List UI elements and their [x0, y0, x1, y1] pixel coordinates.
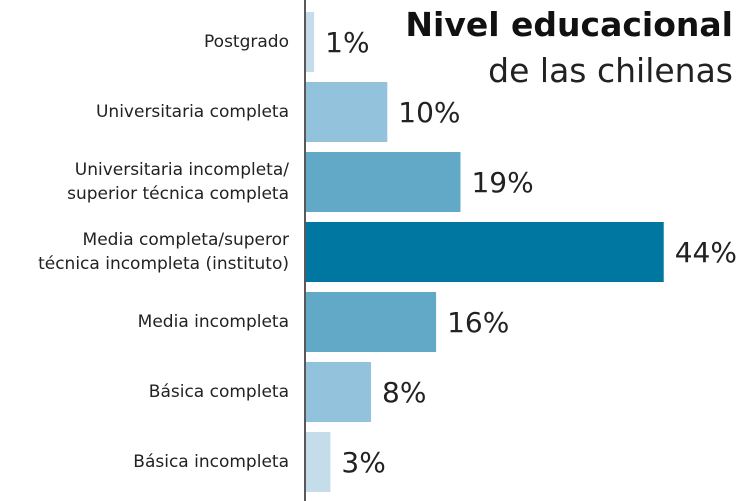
category-label: Básica incompleta [133, 452, 289, 472]
value-label: 10% [398, 96, 460, 129]
bar [306, 292, 437, 352]
bar [306, 152, 461, 212]
value-label: 44% [675, 236, 737, 269]
category-label: Universitaria completa [95, 102, 289, 122]
category-label: Postgrado [204, 32, 289, 52]
bar [306, 432, 331, 492]
value-label: 19% [471, 166, 533, 199]
category-label: Media incompleta [137, 312, 289, 332]
bar [306, 362, 372, 422]
value-label: 8% [382, 376, 426, 409]
chart-subtitle: de las chilenas [488, 51, 733, 90]
bar [306, 222, 664, 282]
category-label: Media completa/superor técnica incomplet… [38, 230, 289, 274]
category-label: Universitaria incompleta/ superior técni… [67, 160, 289, 204]
value-label: 1% [325, 26, 369, 59]
bar [306, 82, 388, 142]
value-label: 16% [447, 306, 509, 339]
bar [306, 12, 315, 72]
value-label: 3% [341, 446, 385, 479]
chart-title: Nivel educacional [405, 5, 733, 44]
category-label: Básica completa [148, 382, 289, 402]
